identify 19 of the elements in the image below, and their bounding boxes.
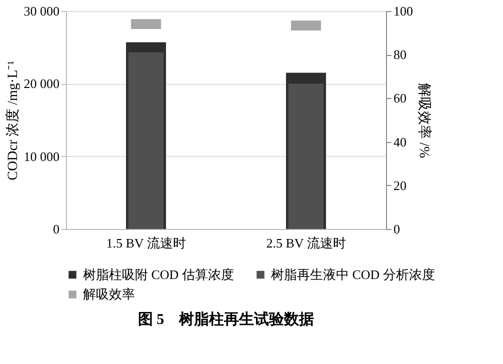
y2-tick-label: 40 [394,134,406,150]
y-tick-label: 0 [53,222,60,236]
y-tick-label: 10 000 [24,148,60,164]
y-tick-label: 30 000 [24,4,60,18]
x-tick-label: 1.5 BV 流速时 [106,236,186,250]
y2-tick-label: 80 [394,47,406,62]
legend-label: 树脂柱吸附 COD 估算浓度 [83,266,234,282]
text: 图 5 树脂柱再生试验数据 [138,311,314,328]
y2-axis-title: 解吸效率 /% [416,82,432,158]
legend-label: 树脂再生液中 COD 分析浓度 [271,266,435,282]
legend-label: 解吸效率 [83,286,135,302]
y2-tick-label: 60 [394,90,406,106]
bar [288,84,324,229]
y2-tick-label: 20 [394,178,406,193]
y2-tick-label: 0 [394,222,400,236]
x-tick-label: 2.5 BV 流速时 [266,236,346,250]
y-tick-label: 20 000 [24,76,60,92]
y2-tick-label: 100 [394,4,413,18]
y-axis-title: CODcr 浓度 /mg·L⁻¹ [4,60,21,180]
